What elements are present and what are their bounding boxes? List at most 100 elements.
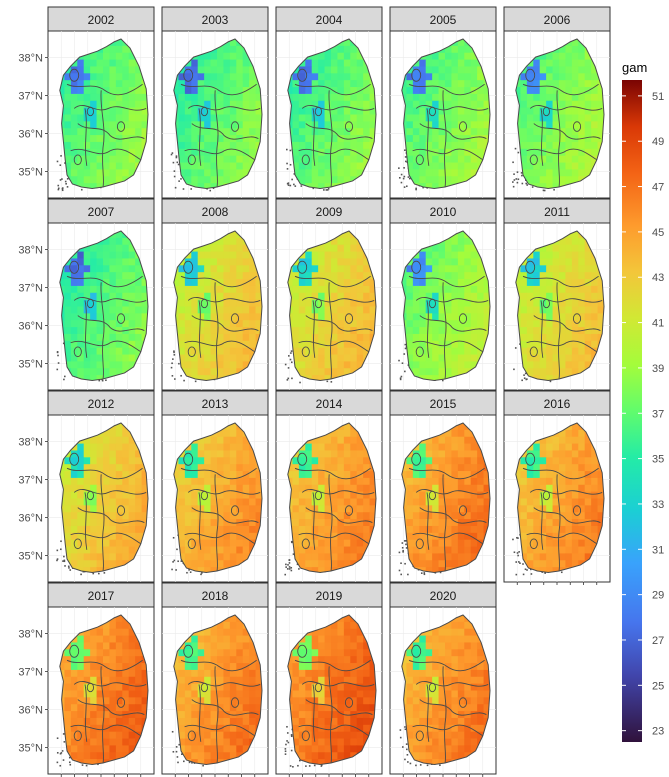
raster-cell	[242, 169, 250, 177]
raster-cell	[242, 477, 250, 486]
y-axis-tick-label: 37°N	[18, 475, 43, 487]
province-boundary	[74, 297, 146, 302]
raster-cell	[77, 532, 85, 541]
raster-cell	[451, 128, 459, 136]
raster-cell	[128, 121, 136, 129]
raster-cell	[425, 176, 433, 184]
raster-cell	[223, 443, 231, 451]
raster-cell	[363, 265, 370, 273]
raster-cell	[77, 333, 85, 342]
raster-cell	[83, 498, 91, 506]
raster-cell	[83, 128, 91, 136]
raster-cell	[90, 464, 97, 472]
raster-cell	[356, 464, 364, 472]
raster-cell	[229, 512, 237, 520]
raster-cell	[103, 155, 110, 163]
raster-cell	[526, 135, 534, 143]
raster-cell	[356, 128, 364, 136]
raster-cell	[128, 320, 136, 328]
raster-cell	[597, 313, 604, 321]
raster-cell	[178, 87, 186, 95]
raster-cell	[70, 333, 78, 342]
y-axis-tick-label: 38°N	[18, 245, 43, 257]
raster-cell	[343, 251, 351, 259]
city-boundary	[87, 491, 93, 499]
raster-cell	[445, 141, 452, 150]
raster-cell	[197, 354, 205, 362]
raster-cell	[184, 258, 192, 266]
raster-cell	[337, 80, 345, 88]
raster-cell	[178, 121, 186, 129]
province-boundary	[534, 124, 601, 140]
raster-cell	[242, 272, 250, 280]
raster-cell	[552, 368, 560, 376]
raster-cell	[184, 525, 192, 534]
raster-cell	[457, 237, 465, 246]
raster-cell	[236, 100, 244, 109]
raster-cell	[115, 155, 123, 163]
raster-cell	[445, 347, 452, 355]
raster-cell	[242, 121, 250, 129]
raster-cell	[70, 340, 78, 349]
raster-cell	[83, 567, 91, 573]
raster-cell	[324, 80, 332, 88]
raster-cell	[533, 327, 541, 335]
facet-panel: 2009	[276, 199, 382, 390]
raster-cell	[96, 484, 104, 493]
raster-cell	[584, 320, 592, 328]
raster-cell	[249, 313, 256, 321]
island-pixel	[517, 151, 520, 154]
island-pixel	[523, 374, 525, 376]
raster-cell	[122, 306, 130, 314]
raster-cell	[178, 135, 186, 143]
raster-cell	[412, 148, 420, 157]
raster-cell	[438, 333, 446, 342]
raster-cell	[242, 519, 250, 527]
raster-cell	[438, 107, 446, 115]
raster-cell	[128, 512, 136, 520]
raster-cell	[331, 327, 338, 335]
city-boundary	[231, 506, 238, 516]
raster-cell	[546, 258, 553, 266]
raster-cell	[445, 135, 452, 143]
raster-cell	[229, 484, 237, 493]
raster-cell	[70, 169, 78, 177]
raster-cell	[457, 39, 465, 47]
raster-cell	[425, 320, 433, 328]
raster-cell	[406, 73, 414, 81]
raster-cell	[77, 498, 85, 506]
raster-cell	[128, 553, 136, 561]
island-pixel	[57, 362, 60, 364]
facet-panel: 2014	[276, 391, 382, 582]
raster-cell	[115, 340, 123, 349]
raster-cell	[197, 347, 205, 355]
raster-cell	[350, 320, 358, 328]
raster-cell	[197, 560, 205, 568]
raster-cell	[350, 279, 358, 287]
raster-cell	[70, 464, 78, 472]
raster-cell	[578, 306, 586, 314]
raster-cell	[565, 292, 573, 301]
raster-cell	[115, 347, 123, 355]
island-pixel	[63, 559, 66, 562]
raster-cell	[311, 347, 319, 355]
raster-cell	[425, 121, 433, 129]
raster-cell	[331, 45, 338, 54]
raster-cell	[236, 279, 244, 287]
raster-cell	[298, 148, 306, 157]
raster-cell	[406, 340, 414, 349]
raster-cell	[204, 73, 211, 81]
province-boundary	[302, 105, 374, 110]
raster-cell	[64, 148, 72, 157]
raster-cell	[451, 368, 459, 376]
raster-cell	[229, 340, 237, 349]
raster-cell	[217, 327, 224, 335]
raster-cell	[191, 539, 199, 547]
raster-cell	[223, 477, 231, 486]
province-boundary	[523, 276, 599, 287]
raster-cell	[565, 176, 573, 184]
raster-cell	[122, 471, 130, 479]
raster-cell	[425, 292, 433, 301]
raster-cell	[318, 484, 325, 493]
raster-cell	[109, 333, 117, 342]
